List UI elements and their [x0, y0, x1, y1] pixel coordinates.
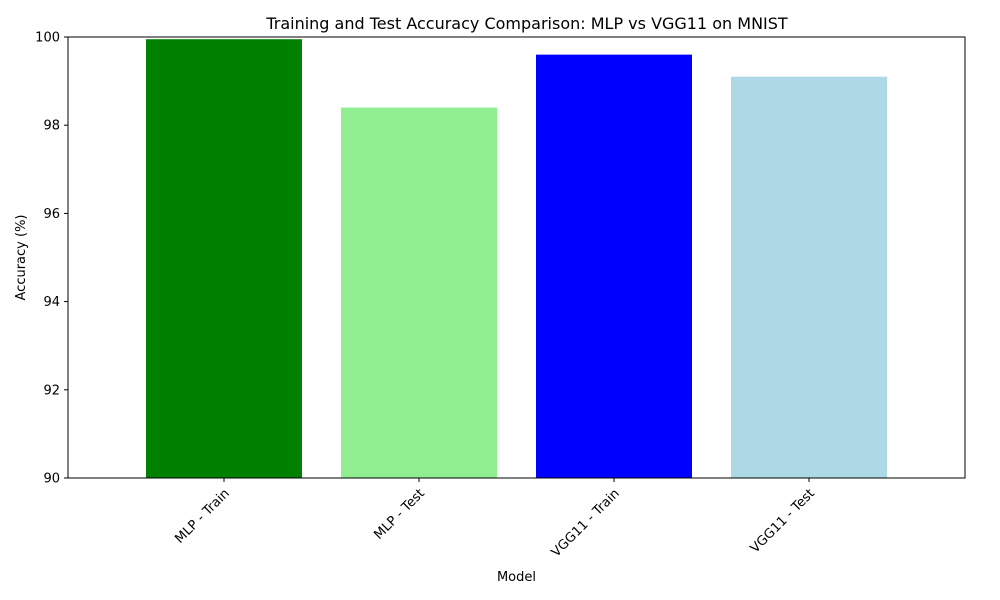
- y-tick-label: 94: [43, 295, 60, 310]
- y-axis-label: Accuracy (%): [14, 215, 29, 301]
- x-axis: MLP - Train MLP - Test VGG11 - Train VGG11 …: [172, 478, 818, 560]
- bars-group: [146, 39, 887, 479]
- x-tick-label: VGG11 - Test: [748, 486, 818, 556]
- chart-title: Training and Test Accuracy Comparison: M…: [265, 14, 788, 33]
- y-tick-label: 98: [43, 119, 60, 134]
- x-axis-label: Model: [497, 570, 536, 585]
- x-tick-label: MLP - Test: [371, 486, 427, 542]
- y-tick-label: 100: [35, 31, 60, 46]
- x-tick-label: VGG11 - Train: [549, 486, 623, 560]
- y-tick-label: 96: [43, 207, 60, 222]
- y-tick-label: 90: [43, 472, 60, 487]
- bar-vgg11-train: [536, 54, 692, 478]
- bar-mlp-train: [146, 39, 302, 479]
- bar-mlp-test: [341, 107, 497, 478]
- y-axis: 90 92 94 96 98 100: [35, 31, 68, 487]
- y-tick-label: 92: [43, 383, 60, 398]
- bar-vgg11-test: [731, 76, 887, 478]
- x-tick-label: MLP - Train: [172, 486, 232, 546]
- plot-frame: [67, 36, 966, 479]
